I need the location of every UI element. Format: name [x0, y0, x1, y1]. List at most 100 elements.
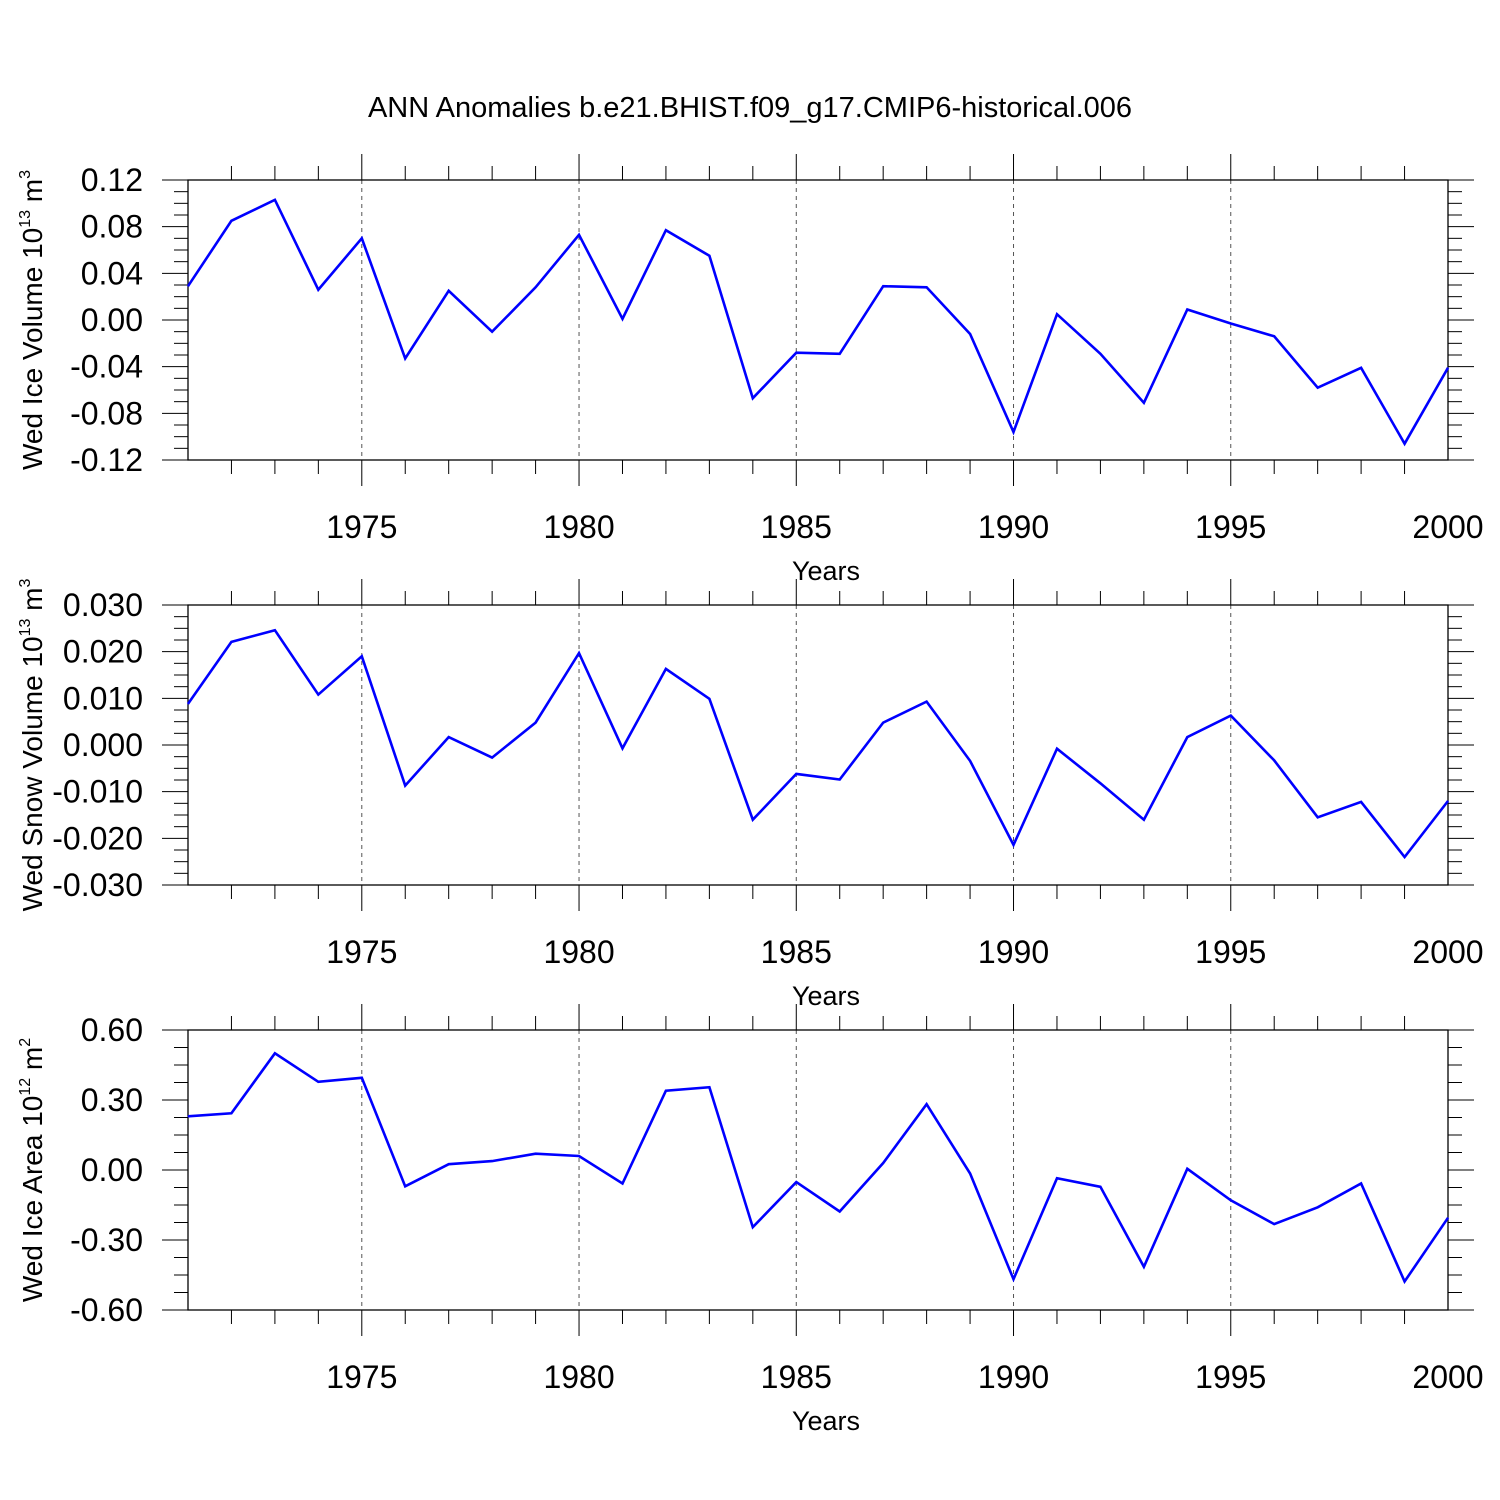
ice-area-data-point — [491, 1160, 493, 1162]
snow-volume-x-axis-label: Years — [792, 981, 860, 1011]
ice-area-data-point — [1013, 1278, 1015, 1280]
ice-volume-x-tick-label: 1975 — [326, 509, 397, 545]
snow-volume-y-tick-label: 0.010 — [63, 680, 143, 716]
ice-volume-data-point — [1404, 443, 1406, 445]
snow-volume-x-tick-label: 1975 — [326, 934, 397, 970]
ice-volume-y-axis-label-exp: 13 — [17, 210, 34, 228]
snow-volume-data-point — [839, 779, 841, 781]
ice-volume-panel: 0.12 0.08 0.04 0.00 -0.04 -0.08 -0.12 1975 1980 1… — [17, 154, 1484, 586]
snow-volume-data-point — [1013, 844, 1015, 846]
ice-volume-data-point — [317, 289, 319, 291]
ice-volume-y-tick-label: -0.08 — [70, 395, 143, 431]
ice-volume-x-tick-label: 2000 — [1412, 509, 1483, 545]
ice-volume-data-point — [665, 229, 667, 231]
snow-volume-data-point — [752, 819, 754, 821]
ice-volume-series-line — [186, 198, 1450, 447]
snow-volume-data-point — [187, 703, 189, 705]
ice-volume-y-tick-label: 0.12 — [81, 162, 143, 198]
ice-area-data-point — [1056, 1177, 1058, 1179]
snow-volume-y-axis-label-unit-exp: 3 — [17, 579, 34, 588]
ice-volume-data-point — [752, 397, 754, 399]
snow-volume-data-point — [795, 773, 797, 775]
snow-volume-x-tick-label: 1995 — [1195, 934, 1266, 970]
snow-volume-data-point — [1099, 782, 1101, 784]
snow-volume-y-tick-label: -0.020 — [52, 820, 143, 856]
ice-volume-data-point — [1056, 313, 1058, 315]
snow-volume-data-point — [1186, 736, 1188, 738]
ice-area-plot-frame — [187, 1029, 1449, 1311]
snow-volume-y-tick-label: 0.020 — [63, 634, 143, 670]
ice-volume-data-point — [491, 331, 493, 333]
ice-volume-data-point — [708, 255, 710, 257]
snow-volume-data-point — [1317, 816, 1319, 818]
snow-volume-data-point — [665, 668, 667, 670]
snow-volume-x-tick-label: 1985 — [761, 934, 832, 970]
ice-volume-data-point — [926, 286, 928, 288]
ice-volume-data-point — [230, 220, 232, 222]
ice-area-series-line — [187, 1051, 1450, 1285]
ice-volume-data-point — [1230, 323, 1232, 324]
snow-volume-data-point — [448, 736, 450, 738]
ice-volume-data-point — [1186, 309, 1188, 310]
ice-area-data-point — [1230, 1199, 1232, 1201]
snow-volume-data-point — [621, 747, 623, 749]
snow-volume-y-axis-label-unit: m — [17, 588, 48, 619]
ice-area-data-point — [621, 1183, 623, 1185]
ice-area-data-point — [1143, 1266, 1145, 1268]
ice-volume-y-axis-label-unit-exp: 3 — [17, 170, 34, 179]
snow-volume-data-point — [230, 641, 232, 643]
snow-volume-data-point — [535, 722, 537, 724]
snow-volume-x-tick-label: 1980 — [543, 934, 614, 970]
chart-title: ANN Anomalies b.e21.BHIST.f09_g17.CMIP6-… — [368, 92, 1132, 124]
ice-area-data-point — [448, 1163, 450, 1165]
ice-volume-data-point — [621, 318, 623, 320]
ice-volume-data-point — [404, 358, 406, 359]
ice-area-y-axis-label: Wed Ice Area 1012 m2 — [17, 1038, 48, 1302]
ice-volume-data-point — [361, 237, 363, 239]
snow-volume-data-point — [361, 655, 363, 657]
ice-area-data-point — [404, 1185, 406, 1187]
ice-area-data-point — [1404, 1281, 1406, 1283]
ice-area-y-axis-label-unit: m — [17, 1047, 48, 1078]
snow-volume-y-tick-label: -0.030 — [52, 867, 143, 903]
ice-area-x-tick-label: 1990 — [978, 1359, 1049, 1395]
ice-volume-data-point — [1143, 402, 1145, 404]
snow-volume-data-point — [1273, 759, 1275, 761]
ice-volume-data-point — [882, 285, 884, 287]
ice-area-y-tick-label: 0.30 — [81, 1082, 143, 1118]
ice-area-y-tick-label: -0.60 — [70, 1292, 143, 1328]
ice-volume-data-point — [1447, 367, 1449, 369]
ice-volume-data-point — [1317, 387, 1319, 389]
ice-area-data-point — [969, 1173, 971, 1174]
ice-volume-x-tick-label: 1985 — [761, 509, 832, 545]
snow-volume-panel: 0.030 0.020 0.010 0.000 -0.010 -0.020 -0.030 19… — [17, 579, 1484, 1011]
ice-area-data-point — [795, 1181, 797, 1183]
ice-area-data-point — [839, 1211, 841, 1213]
snow-volume-y-axis-label-exp: 13 — [17, 619, 34, 637]
ice-area-x-tick-label: 1995 — [1195, 1359, 1266, 1395]
ice-area-data-point — [274, 1052, 276, 1054]
ice-volume-data-point — [1013, 431, 1015, 433]
ice-volume-x-tick-label: 1990 — [978, 509, 1049, 545]
ice-area-x-axis-label: Years — [792, 1406, 860, 1436]
ice-volume-data-point — [1360, 367, 1362, 369]
snow-volume-series-line — [186, 628, 1450, 860]
snow-volume-x-tick-label: 2000 — [1412, 934, 1483, 970]
snow-volume-data-point — [1360, 801, 1362, 803]
ice-volume-data-point — [274, 199, 276, 201]
snow-volume-data-point — [1404, 856, 1406, 858]
snow-volume-y-axis-label-text: Wed Snow Volume 10 — [17, 636, 48, 911]
snow-volume-data-point — [491, 757, 493, 759]
ice-area-data-point — [187, 1115, 189, 1117]
ice-area-x-tick-label: 1985 — [761, 1359, 832, 1395]
ice-volume-y-axis-label-text: Wed Ice Volume 10 — [17, 228, 48, 470]
ice-area-data-point — [708, 1086, 710, 1088]
snow-volume-data-point — [317, 694, 319, 696]
ice-area-data-point — [1447, 1217, 1449, 1219]
snow-volume-y-axis-label: Wed Snow Volume 1013 m3 — [17, 579, 48, 912]
snow-volume-data-point — [1447, 800, 1449, 802]
ice-area-y-axis-label-text: Wed Ice Area 10 — [17, 1096, 48, 1303]
ice-area-data-point — [317, 1081, 319, 1083]
ice-area-panel: 0.60 0.30 0.00 -0.30 -0.60 1975 1980 1985 1990 19… — [17, 1004, 1484, 1436]
ice-volume-y-axis-label: Wed Ice Volume 1013 m3 — [17, 170, 48, 470]
